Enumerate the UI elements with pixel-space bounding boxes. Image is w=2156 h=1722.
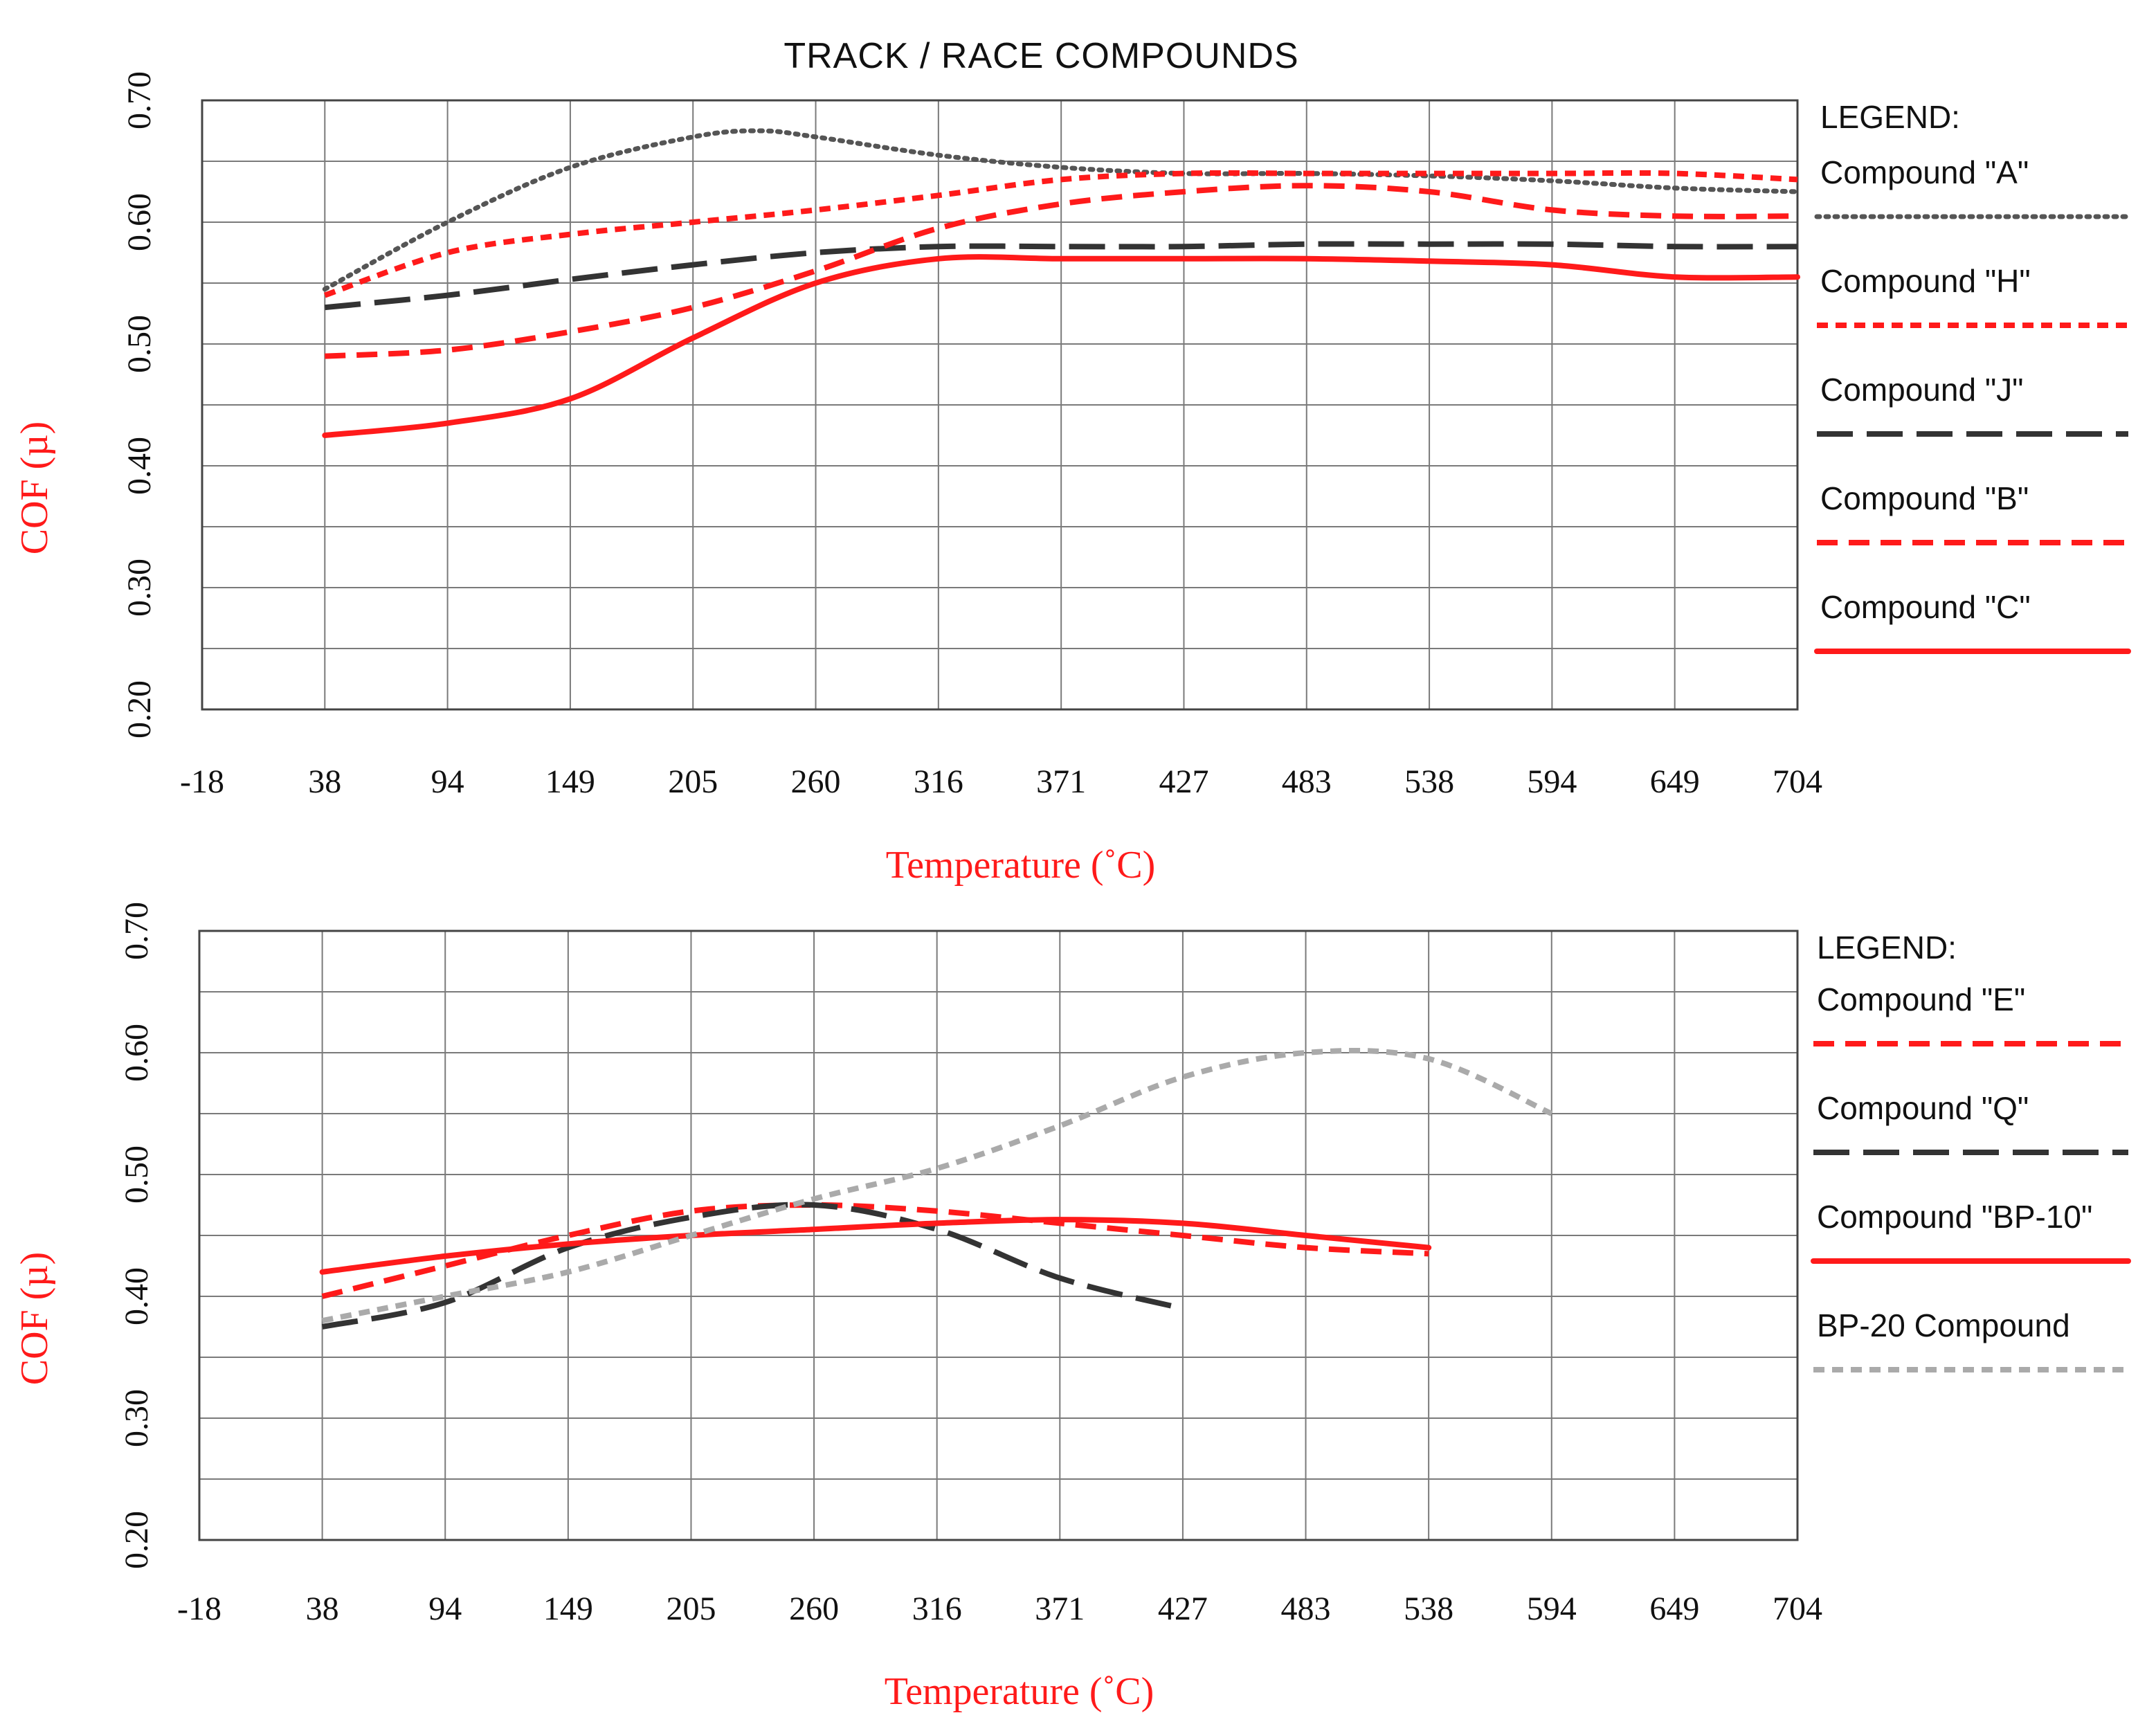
series-line [321,1202,1429,1299]
plot-frame [198,930,1799,1541]
y-tick-label: 0.50 [121,315,158,373]
y-tick-label: 0.60 [118,1024,155,1082]
x-tick-label: 149 [545,763,595,800]
x-tick-label: 427 [1159,763,1208,800]
legend-title: LEGEND: [1820,99,1960,135]
legend-label: BP-20 Compound [1817,1307,2070,1343]
series-line [322,128,1800,292]
y-tick-label: 0.40 [121,437,158,495]
x-axis-label: Temperature (˚C) [886,844,1155,887]
x-tick-label: 205 [666,1590,716,1627]
x-tick-label: 371 [1036,763,1086,800]
y-axis-label: COF (µ) [13,422,56,555]
series-line [322,254,1800,438]
x-tick-label: 704 [1773,763,1822,800]
x-tick-label: 483 [1281,1590,1331,1627]
x-tick-label: 94 [428,1590,462,1627]
y-tick-label: 0.50 [118,1145,155,1204]
x-axis-label: Temperature (˚C) [885,1670,1154,1713]
y-tick-label: 0.20 [121,680,158,738]
x-tick-label: 149 [543,1590,593,1627]
x-tick-label: 704 [1773,1590,1822,1627]
series-line [323,170,1798,298]
legend-label: Compound "E" [1817,981,2025,1017]
series-line [325,183,1798,359]
x-tick-label: 38 [306,1590,339,1627]
legend-label: Compound "H" [1820,263,2031,299]
plot-frame [201,99,1799,711]
legend-label: Compound "B" [1820,480,2029,516]
legend-label: Compound "C" [1820,589,2031,625]
y-tick-label: 0.20 [118,1511,155,1569]
x-tick-label: -18 [177,1590,221,1627]
legend-label: Compound "A" [1820,154,2029,190]
x-tick-label: 649 [1650,763,1700,800]
y-tick-label: 0.70 [118,902,155,960]
x-tick-label: 538 [1404,763,1454,800]
x-tick-label: 594 [1527,763,1577,800]
x-tick-label: 371 [1035,1590,1085,1627]
x-tick-label: 205 [668,763,718,800]
x-tick-label: 427 [1158,1590,1208,1627]
series-line [319,1217,1432,1275]
y-tick-label: 0.40 [118,1267,155,1325]
legend-label: Compound "J" [1820,372,2023,408]
x-tick-label: 316 [914,763,963,800]
x-tick-label: 594 [1527,1590,1577,1627]
legend-title: LEGEND: [1817,930,1957,966]
series-line [321,1202,1184,1330]
panel-track-race-compounds: TRACK / RACE COMPOUNDS -18 38 94 149 205 260 31… [13,36,2131,887]
legend-label: Compound "BP-10" [1817,1199,2092,1235]
legend-label: Compound "Q" [1817,1090,2029,1126]
x-tick-label: 38 [308,763,341,800]
x-tick-label: 316 [912,1590,962,1627]
y-tick-label: 0.30 [121,559,158,617]
series-line [324,241,1798,311]
y-tick-label: 0.70 [121,71,158,129]
x-tick-label: -18 [180,763,224,800]
x-tick-label: 483 [1282,763,1332,800]
x-tick-label: 260 [791,763,841,800]
x-tick-label: 538 [1404,1590,1453,1627]
x-tick-label: 260 [789,1590,839,1627]
y-axis-label: COF (µ) [13,1252,56,1386]
y-tick-label: 0.30 [118,1389,155,1447]
y-tick-label: 0.60 [121,193,158,251]
panel-second-compounds: -18 38 94 149 205 260 316 371 427 483 538 594 649 704… [13,902,2131,1713]
x-tick-label: 94 [431,763,464,800]
x-tick-label: 649 [1649,1590,1699,1627]
chart-title: TRACK / RACE COMPOUNDS [783,36,1298,76]
series-line [321,1047,1553,1324]
